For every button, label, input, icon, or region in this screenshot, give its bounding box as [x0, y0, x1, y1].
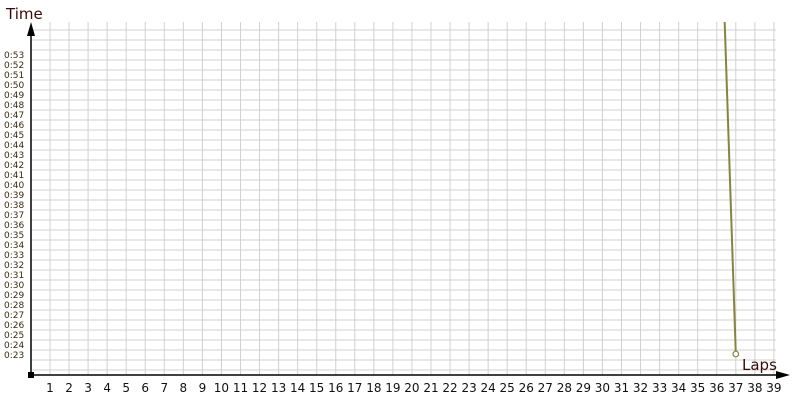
y-tick-label: 0:48 [4, 101, 24, 111]
x-tick-label: 30 [595, 381, 610, 395]
x-tick-label: 16 [328, 381, 343, 395]
x-tick-label: 13 [271, 381, 286, 395]
y-tick-labels: 0:230:240:250:260:270:280:290:300:310:32… [4, 51, 24, 361]
y-tick-label: 0:39 [4, 191, 24, 201]
y-tick-label: 0:37 [4, 211, 24, 221]
x-tick-label: 37 [728, 381, 743, 395]
y-tick-label: 0:47 [4, 111, 24, 121]
series [723, 22, 740, 358]
x-tick-label: 36 [709, 381, 724, 395]
x-axis-arrow [776, 371, 790, 379]
x-tick-label: 10 [214, 381, 229, 395]
y-axis-label: Time [5, 5, 43, 23]
x-tick-label: 29 [576, 381, 591, 395]
x-tick-label: 34 [671, 381, 686, 395]
x-tick-label: 7 [160, 381, 168, 395]
y-tick-label: 0:42 [4, 161, 24, 171]
x-tick-label: 20 [404, 381, 419, 395]
x-tick-label: 18 [366, 381, 381, 395]
y-tick-label: 0:43 [4, 151, 24, 161]
y-tick-label: 0:38 [4, 201, 24, 211]
x-tick-label: 19 [385, 381, 400, 395]
y-tick-label: 0:29 [4, 291, 24, 301]
x-tick-label: 17 [347, 381, 362, 395]
x-tick-label: 26 [519, 381, 534, 395]
y-tick-label: 0:34 [4, 241, 24, 251]
y-tick-label: 0:27 [4, 311, 24, 321]
y-tick-label: 0:28 [4, 301, 24, 311]
x-tick-label: 3 [84, 381, 92, 395]
x-tick-label: 2 [65, 381, 73, 395]
y-tick-label: 0:33 [4, 251, 24, 261]
x-tick-label: 21 [423, 381, 438, 395]
y-tick-label: 0:46 [4, 121, 24, 131]
y-tick-label: 0:32 [4, 261, 24, 271]
y-tick-label: 0:24 [4, 341, 24, 351]
grid [31, 22, 776, 375]
x-tick-label: 35 [690, 381, 705, 395]
x-tick-label: 6 [141, 381, 149, 395]
y-tick-label: 0:51 [4, 71, 24, 81]
x-tick-label: 39 [766, 381, 781, 395]
y-tick-label: 0:25 [4, 331, 24, 341]
x-tick-label: 14 [290, 381, 305, 395]
y-tick-label: 0:44 [4, 141, 24, 151]
x-tick-label: 8 [180, 381, 188, 395]
x-tick-labels: 1 2 3 4 5 6 7 8 9 10 11 12 13 14 15 16 17 18 19 20 21 22 23 24 2… [46, 381, 781, 395]
data-point [732, 350, 740, 358]
series-line [723, 22, 737, 355]
x-tick-label: 32 [633, 381, 648, 395]
axes [27, 22, 790, 379]
x-tick-label: 15 [309, 381, 324, 395]
y-tick-label: 0:40 [4, 181, 24, 191]
x-tick-label: 27 [538, 381, 553, 395]
x-axis-label: Laps [742, 356, 777, 374]
y-axis-arrow [27, 22, 35, 36]
y-tick-label: 0:50 [4, 81, 24, 91]
x-tick-label: 31 [614, 381, 629, 395]
y-tick-label: 0:45 [4, 131, 24, 141]
x-tick-label: 25 [500, 381, 515, 395]
x-tick-label: 22 [442, 381, 457, 395]
y-tick-label: 0:35 [4, 231, 24, 241]
x-tick-label: 38 [747, 381, 762, 395]
x-tick-label: 12 [252, 381, 267, 395]
y-tick-label: 0:30 [4, 281, 24, 291]
x-tick-label: 28 [557, 381, 572, 395]
y-tick-label: 0:31 [4, 271, 24, 281]
y-tick-label: 0:36 [4, 221, 24, 231]
origin-marker [28, 372, 34, 378]
x-tick-label: 5 [122, 381, 130, 395]
y-tick-label: 0:52 [4, 61, 24, 71]
x-tick-label: 23 [461, 381, 476, 395]
y-tick-label: 0:26 [4, 321, 24, 331]
x-tick-label: 9 [199, 381, 207, 395]
x-tick-label: 33 [652, 381, 667, 395]
x-tick-label: 1 [46, 381, 54, 395]
x-tick-label: 11 [233, 381, 248, 395]
y-tick-label: 0:49 [4, 91, 24, 101]
x-tick-label: 4 [103, 381, 111, 395]
y-tick-label: 0:23 [4, 351, 24, 361]
y-tick-label: 0:41 [4, 171, 24, 181]
y-tick-label: 0:53 [4, 51, 24, 61]
x-tick-label: 24 [481, 381, 496, 395]
